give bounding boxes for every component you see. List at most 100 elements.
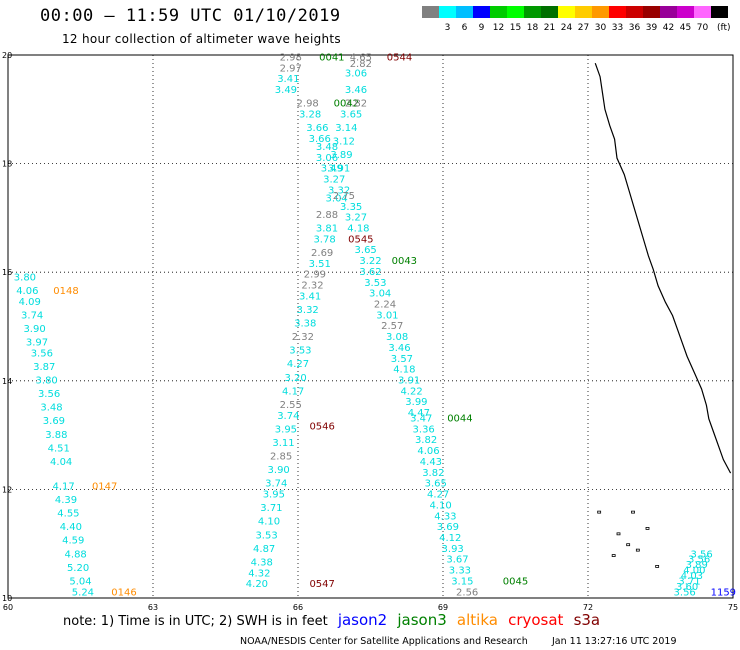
wave-height-label: 0545	[348, 234, 373, 245]
wave-height-label: 3.41	[277, 74, 299, 85]
wave-height-label: 3.80	[14, 272, 36, 283]
wave-height-label: 3.48	[40, 403, 62, 414]
wave-height-label: 3.91	[328, 164, 350, 175]
wave-height-label: 3.06	[316, 153, 338, 164]
wave-height-label: 3.82	[415, 435, 437, 446]
color-scale-label: 36	[628, 23, 641, 33]
island	[655, 565, 660, 568]
wave-height-label: 3.69	[437, 522, 459, 533]
wave-height-label: 3.65	[355, 245, 377, 256]
wave-height-label: 3.51	[309, 259, 331, 270]
wave-height-label: 5.24	[72, 587, 94, 598]
color-swatch	[507, 6, 524, 18]
wave-height-label: 3.53	[289, 346, 311, 357]
wave-height-label: 3.67	[446, 555, 468, 566]
lat-tick-label: 16	[2, 268, 12, 277]
wave-height-label: 3.04	[369, 289, 391, 300]
wave-height-label: 4.04	[50, 457, 72, 468]
wave-height-label: 3.88	[45, 430, 67, 441]
wave-height-label: 3.56	[31, 348, 53, 359]
color-swatch	[694, 6, 711, 18]
legend-jason3: jason3	[397, 611, 447, 629]
coastline	[594, 62, 732, 474]
color-swatch	[456, 6, 473, 18]
wave-height-label: 3.95	[263, 490, 285, 501]
wave-height-label: 4.59	[62, 536, 84, 547]
wave-height-label: 2.82	[345, 99, 367, 110]
color-swatch	[524, 6, 541, 18]
color-swatch	[592, 6, 609, 18]
wave-height-label: 4.51	[48, 443, 70, 454]
color-swatch	[711, 6, 728, 18]
wave-height-label: 4.17	[52, 481, 74, 492]
legend-s3a: s3a	[573, 611, 601, 629]
wave-height-label: 4.87	[253, 544, 275, 555]
wave-height-label: 3.66	[309, 134, 331, 145]
wave-height-label: 3.97	[26, 338, 48, 349]
wave-height-label: 3.46	[345, 85, 367, 96]
wave-height-label: 3.71	[678, 576, 700, 587]
wave-height-label: 0045	[503, 576, 528, 587]
wave-height-label: 4.55	[57, 509, 79, 520]
wave-height-label: 3.47	[410, 414, 432, 425]
wave-height-label: 3.99	[405, 397, 427, 408]
island	[616, 532, 621, 536]
wave-height-label: 3.06	[345, 69, 367, 80]
wave-height-label: 3.46	[388, 343, 410, 354]
color-swatch	[558, 6, 575, 18]
wave-height-label: 2.56	[456, 587, 478, 598]
wave-height-label: 0041	[319, 52, 344, 63]
color-swatch	[473, 6, 490, 18]
color-scale-label: 24	[560, 23, 573, 33]
wave-height-label: 3.60	[676, 582, 698, 593]
wave-height-label: 4.20	[246, 579, 268, 590]
color-swatch	[677, 6, 694, 18]
wave-height-label: 3.11	[272, 438, 294, 449]
wave-height-label: 2.82	[350, 59, 372, 70]
wave-height-label: 4.18	[347, 223, 369, 234]
color-scale-label: 70	[696, 23, 709, 33]
island	[626, 543, 631, 547]
map-frame	[7, 54, 734, 599]
color-scale-label: 3	[444, 23, 451, 33]
wave-height-label: 3.74	[265, 479, 287, 490]
wave-height-label: 3.48	[316, 142, 338, 153]
wave-height-label: 3.01	[376, 310, 398, 321]
wave-height-label: 2.55	[280, 400, 302, 411]
color-swatch	[541, 6, 558, 18]
legend-altika: altika	[456, 611, 498, 629]
wave-height-label: 4.06	[417, 446, 439, 457]
color-scale-label: 39	[645, 23, 658, 33]
wave-height-label: 3.15	[451, 576, 473, 587]
wave-height-label: 4.47	[408, 408, 430, 419]
wave-height-label: 3.89	[686, 560, 708, 571]
color-scale-label: 21	[543, 23, 556, 33]
wave-height-label: 3.20	[284, 373, 306, 384]
wave-height-label: 4.22	[400, 386, 422, 397]
wave-height-label: 3.74	[21, 310, 43, 321]
wave-height-label: 4.10	[429, 500, 451, 511]
wave-height-label: 2.98	[280, 52, 302, 63]
color-scale-label: 12	[492, 23, 505, 33]
wave-height-label: 4.10	[258, 517, 280, 528]
wave-height-label: 3.53	[255, 530, 277, 541]
wave-height-label: 4.12	[439, 533, 461, 544]
wave-height-label: 2.99	[304, 270, 326, 281]
wave-height-label: 3.12	[333, 137, 355, 148]
wave-height-label: 3.87	[33, 362, 55, 373]
wave-height-label: 4.43	[420, 457, 442, 468]
color-swatch	[626, 6, 643, 18]
island	[597, 510, 602, 514]
wave-height-label: 3.90	[268, 465, 290, 476]
credit-line: NOAA/NESDIS Center for Satellite Applica…	[240, 636, 528, 647]
wave-height-label: 3.93	[442, 544, 464, 555]
wave-height-label: 3.56	[690, 549, 712, 560]
wave-height-label: 5.04	[69, 576, 91, 587]
color-scale-label: 15	[509, 23, 522, 33]
wave-height-label: 0546	[309, 422, 334, 433]
generation-timestamp: Jan 11 13:27:16 UTC 2019	[552, 636, 677, 647]
lat-tick-label: 20	[2, 51, 12, 60]
wave-height-label: 3.81	[316, 223, 338, 234]
wave-height-label: 3.27	[345, 213, 367, 224]
wave-height-label: 3.27	[323, 175, 345, 186]
